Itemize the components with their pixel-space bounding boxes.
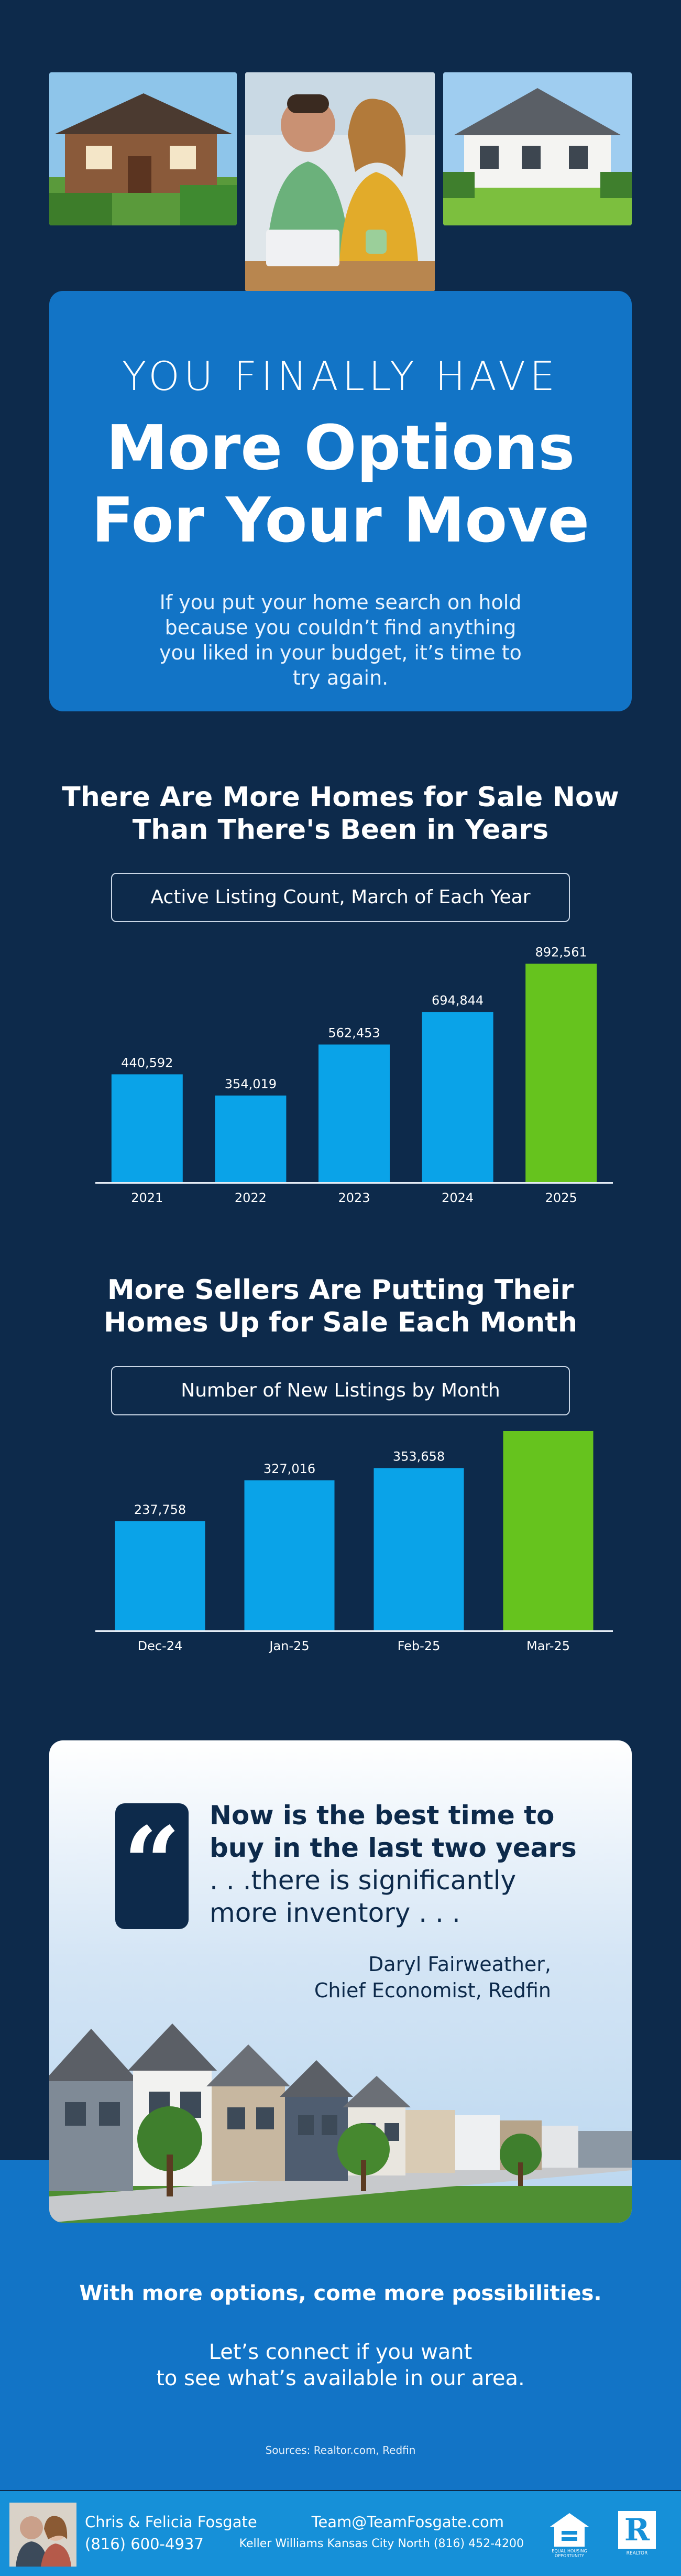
- hero-kicker: YOU FINALLY HAVE: [122, 353, 559, 399]
- quote-author: Daryl Fairweather, Chief Economist, Redf…: [237, 1951, 551, 2004]
- chart-2-category-label-Jan-25: Jan-25: [268, 1639, 309, 1653]
- realtor-label: REALTOR: [626, 2551, 648, 2556]
- chart-1-value-label-2021: 440,592: [121, 1055, 173, 1070]
- chart-2-category-label-Dec-24: Dec-24: [138, 1639, 183, 1653]
- chart-2-value-label-Dec-24: 237,758: [134, 1502, 186, 1517]
- quote-mark-icon: “: [115, 1803, 189, 1929]
- chart-2-label: Number of New Listings by Month: [111, 1366, 570, 1415]
- quote-author-title: Chief Economist, Redfin: [314, 1979, 551, 2002]
- chart-1-bar-2023: [318, 1044, 390, 1182]
- hero-body: If you put your home search on hold beca…: [159, 591, 522, 689]
- townhouses-illustration: [49, 2023, 632, 2223]
- new-listings-chart: 237,758Dec-24327,016Jan-25353,658Feb-254…: [95, 1431, 613, 1653]
- quote-card: “ Now is the best time to buy in the las…: [49, 1740, 632, 2223]
- brokerage-info: Keller Williams Kansas City North (816) …: [239, 2537, 524, 2550]
- chart-1-value-label-2022: 354,019: [225, 1077, 277, 1091]
- chart-2-bar-Mar-25: [503, 1431, 594, 1630]
- quote-text-line-2: more inventory . . .: [210, 1898, 460, 1928]
- equal-housing-label: EQUAL HOUSING OPPORTUNITY: [552, 2549, 587, 2558]
- hero-photo-craftsman-house: [49, 72, 237, 225]
- section-2-title: More Sellers Are Putting Their Homes Up …: [0, 1274, 681, 1339]
- chart-1-bar-2025: [525, 964, 597, 1182]
- chart-1-bar-2022: [215, 1095, 287, 1182]
- chart-2-baseline: [95, 1630, 613, 1632]
- hero-photo-white-house: [443, 72, 632, 225]
- hero-title: More Options For Your Move: [49, 412, 632, 556]
- chart-1-value-label-2024: 694,844: [432, 993, 484, 1008]
- hero-title-line-2: For Your Move: [91, 484, 590, 556]
- closing-body-line-1: Let’s connect if you want: [208, 2340, 473, 2364]
- chart-1-value-label-2025: 892,561: [535, 945, 587, 959]
- chart-2-bar-Jan-25: [244, 1480, 335, 1630]
- closing-body-line-2: to see what’s available in our area.: [156, 2366, 525, 2390]
- chart-2-bar-Dec-24: [115, 1521, 205, 1630]
- chart-1-label: Active Listing Count, March of Each Year: [111, 873, 570, 922]
- agent-names: Chris & Felicia Fosgate: [85, 2513, 257, 2531]
- chart-1-category-label-2022: 2022: [235, 1190, 267, 1205]
- hero-card: YOU FINALLY HAVE More Options For Your M…: [49, 291, 632, 711]
- chart-1-baseline: [95, 1182, 613, 1184]
- equal-housing-icon: EQUAL HOUSING OPPORTUNITY: [547, 2511, 592, 2558]
- agent-phone[interactable]: (816) 600-4937: [85, 2535, 204, 2553]
- chart-1-bar-2024: [422, 1012, 493, 1182]
- quote-author-name: Daryl Fairweather,: [368, 1953, 551, 1976]
- section-1-title-line-2: Than There's Been in Years: [132, 814, 549, 846]
- chart-2-value-label-Jan-25: 327,016: [263, 1462, 315, 1476]
- footer: Chris & Felicia Fosgate (816) 600-4937 T…: [0, 2491, 681, 2576]
- section-1-title: There Are More Homes for Sale Now Than T…: [0, 781, 681, 846]
- chart-1-category-label-2021: 2021: [131, 1190, 163, 1205]
- section-2-title-line-2: Homes Up for Sale Each Month: [103, 1307, 578, 1338]
- chart-2-category-label-Feb-25: Feb-25: [398, 1639, 441, 1653]
- quote-text-line-1: . . .there is significantly: [210, 1865, 517, 1896]
- sources-note: Sources: Realtor.com, Redfin: [265, 2444, 416, 2456]
- chart-1-category-label-2023: 2023: [338, 1190, 370, 1205]
- realtor-mark: R: [618, 2511, 656, 2549]
- hero-photo-happy-couple: [245, 72, 435, 291]
- quote-highlight-line-1: Now is the best time to: [210, 1800, 555, 1831]
- quote-text: . . .there is significantly more invento…: [210, 1864, 587, 1929]
- hero-title-line-1: More Options: [106, 412, 575, 484]
- active-listings-chart: 440,592 2021 354,019 2022 562,453 2023 694,844…: [95, 945, 613, 1205]
- section-2-title-line-1: More Sellers Are Putting Their: [107, 1274, 574, 1306]
- chart-1-category-label-2025: 2025: [545, 1190, 577, 1205]
- agents-photo: [9, 2503, 76, 2567]
- chart-2-bar-Feb-25: [374, 1468, 464, 1630]
- section-1-title-line-1: There Are More Homes for Sale Now: [62, 782, 619, 813]
- closing-body: Let’s connect if you want to see what’s …: [0, 2339, 681, 2391]
- chart-2-value-label-Feb-25: 353,658: [393, 1449, 445, 1464]
- team-email[interactable]: Team@TeamFosgate.com: [311, 2513, 504, 2531]
- realtor-icon: R REALTOR: [618, 2511, 656, 2558]
- chart-1-value-label-2023: 562,453: [328, 1026, 380, 1041]
- quote-highlight: Now is the best time to buy in the last …: [210, 1799, 587, 1864]
- chart-2-category-label-Mar-25: Mar-25: [526, 1639, 570, 1653]
- closing-headline: With more options, come more possibiliti…: [79, 2281, 602, 2306]
- chart-1-category-label-2024: 2024: [442, 1190, 474, 1205]
- quote-highlight-line-2: buy in the last two years: [210, 1833, 577, 1863]
- chart-1-bar-2021: [111, 1074, 183, 1182]
